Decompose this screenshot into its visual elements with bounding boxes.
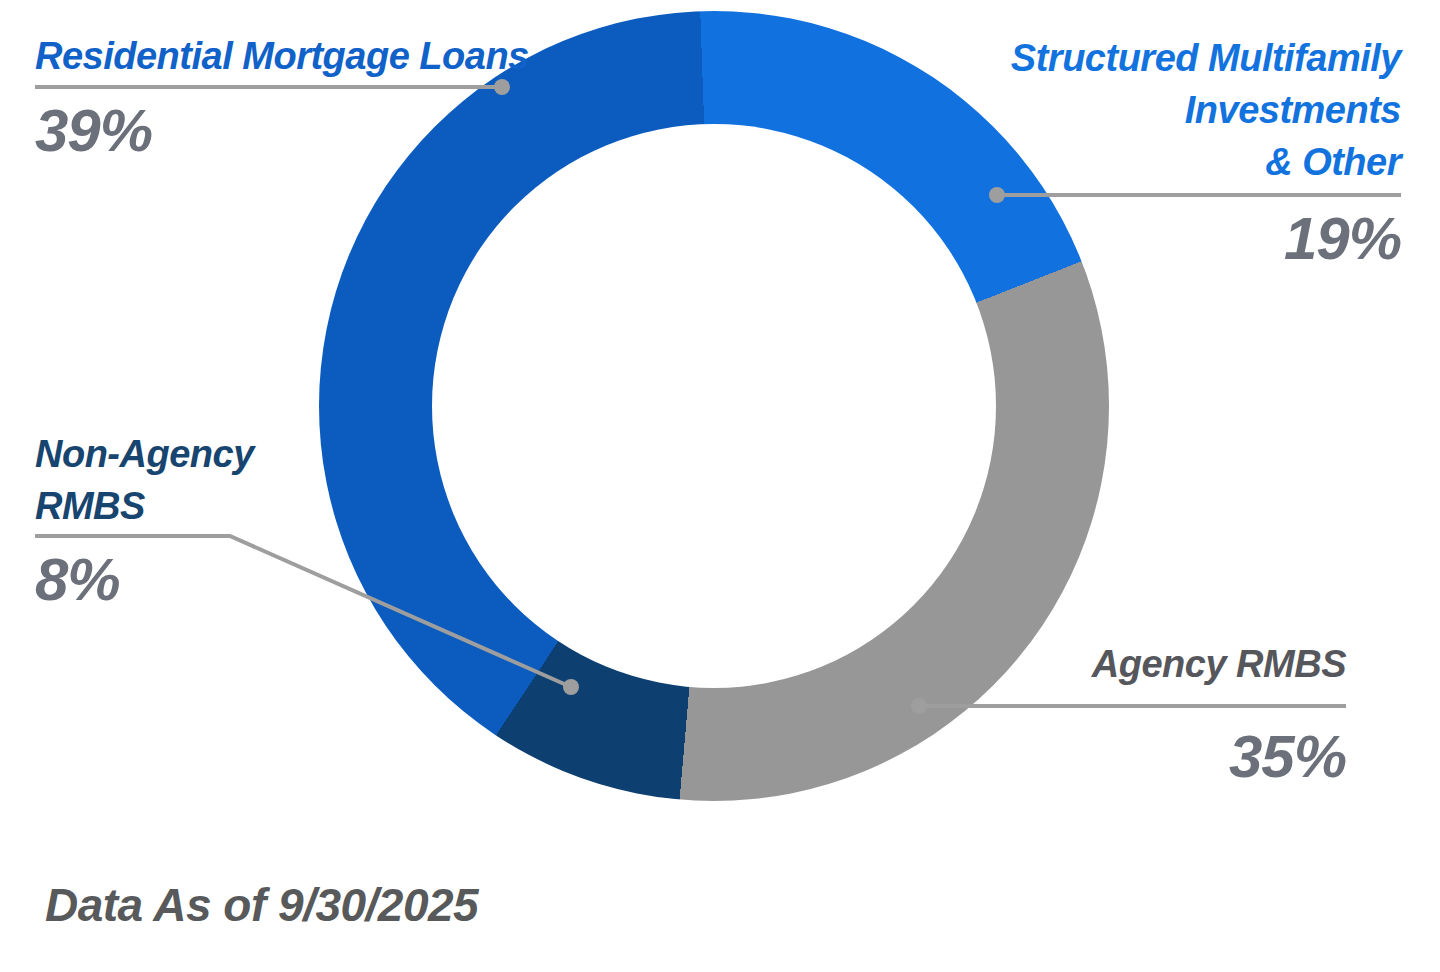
- donut-hole: [432, 124, 996, 688]
- callout-nonagency-value: 8%: [35, 545, 120, 614]
- callout-agency-value: 35%: [1229, 722, 1346, 791]
- callout-structured: Structured Multifamily Investments & Oth…: [1011, 32, 1401, 188]
- callout-residential-label: Residential Mortgage Loans: [35, 30, 529, 82]
- callout-nonagency-label-line1: Non-Agency: [35, 428, 254, 480]
- data-as-of-note: Data As of 9/30/2025: [45, 878, 478, 933]
- callout-residential-value: 39%: [35, 96, 152, 165]
- callout-nonagency-label-line2: RMBS: [35, 480, 254, 532]
- callout-structured-label-line3: & Other: [1011, 136, 1401, 188]
- callout-residential: Residential Mortgage Loans 39%: [35, 30, 529, 82]
- callout-nonagency: Non-Agency RMBS 8%: [35, 428, 254, 532]
- donut-chart: [319, 11, 1109, 801]
- callout-structured-label-line1: Structured Multifamily: [1011, 32, 1401, 84]
- callout-structured-value: 19%: [1284, 204, 1401, 273]
- callout-agency-label: Agency RMBS: [1092, 638, 1346, 690]
- callout-agency: Agency RMBS 35%: [1092, 638, 1346, 690]
- callout-structured-label-line2: Investments: [1011, 84, 1401, 136]
